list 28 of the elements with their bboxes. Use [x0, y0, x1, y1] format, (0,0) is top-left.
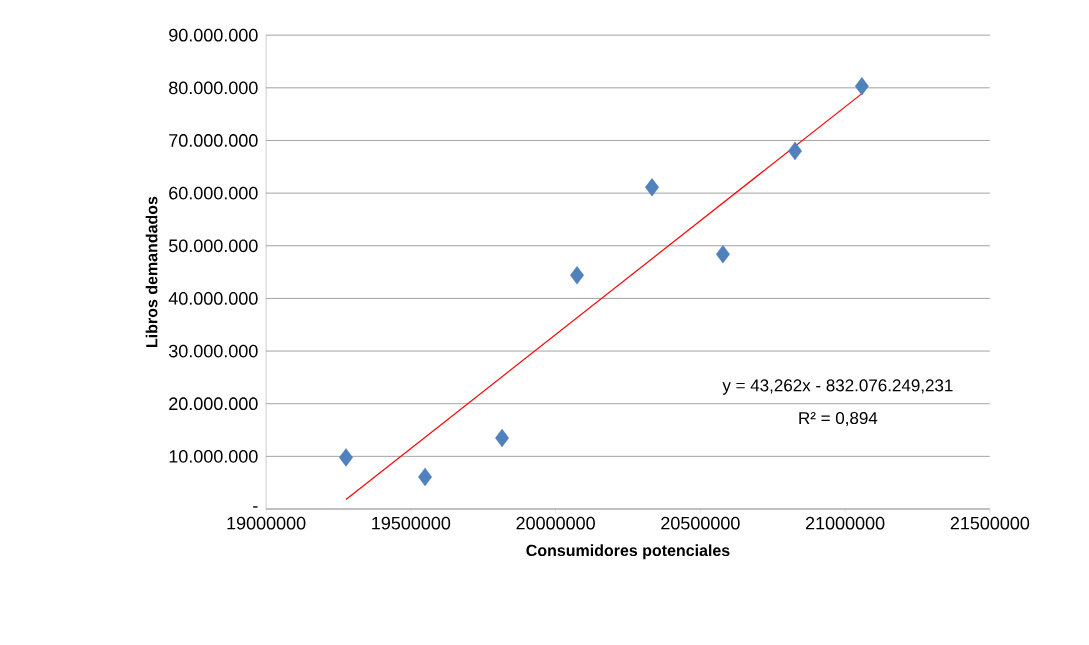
y-tick-label: 40.000.000 — [168, 291, 258, 305]
x-tick-label: 21500000 — [950, 516, 1030, 530]
y-tick-label: 70.000.000 — [169, 134, 258, 147]
x-tick-label: 20000000 — [516, 516, 595, 530]
y-axis-title: Libros demandados — [145, 196, 158, 347]
point — [495, 428, 509, 448]
y-tick-label: 80.000.000 — [169, 81, 258, 95]
x-tick-label: 20500000 — [661, 516, 740, 530]
y-tick-label: 30.000.000 — [168, 344, 258, 358]
y-tick-label: - — [253, 506, 258, 508]
y-tick-label: 10.000.000 — [169, 449, 258, 463]
y-tick-label: 20.000.000 — [169, 397, 258, 410]
y-tick-label: 50.000.000 — [169, 239, 258, 253]
y-tick-label: 60.000.000 — [169, 186, 258, 200]
point — [570, 265, 584, 285]
x-tick-label: 19000000 — [227, 516, 306, 530]
x-axis-title: Consumidores potenciales — [526, 544, 730, 560]
point — [645, 178, 659, 197]
point — [715, 244, 730, 264]
annotation: R² = 0,894 — [799, 411, 878, 426]
point — [418, 467, 432, 487]
point — [854, 76, 869, 96]
y-tick-label: 90.000.000 — [169, 28, 258, 42]
x-tick-label: 21000000 — [805, 516, 885, 530]
point — [339, 448, 353, 467]
point — [788, 141, 802, 161]
annotation: y = 43,262x - 832.076.249,231 — [722, 379, 953, 395]
x-tick-label: 19500000 — [372, 516, 451, 530]
